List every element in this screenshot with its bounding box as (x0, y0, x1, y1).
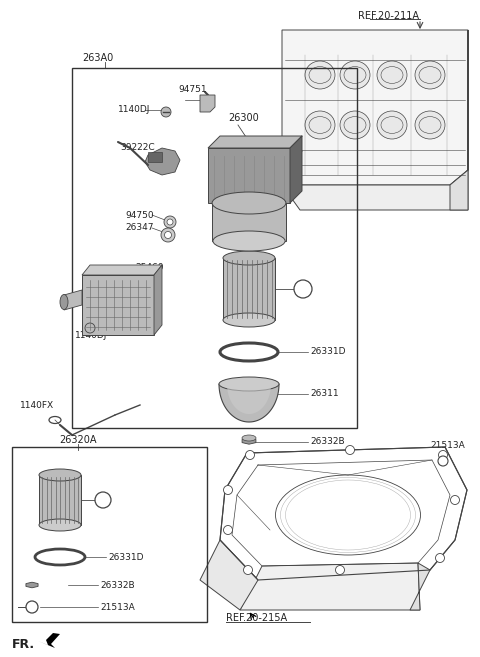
Circle shape (85, 323, 95, 333)
Circle shape (294, 280, 312, 298)
Ellipse shape (35, 549, 85, 565)
Ellipse shape (305, 111, 335, 139)
Polygon shape (145, 148, 180, 175)
Bar (223, 258, 275, 320)
Polygon shape (82, 265, 162, 275)
Circle shape (439, 451, 447, 459)
Circle shape (224, 526, 232, 535)
Polygon shape (227, 384, 271, 414)
Text: 1140DJ: 1140DJ (118, 106, 150, 114)
Ellipse shape (42, 553, 78, 562)
Bar (208, 148, 290, 203)
Ellipse shape (39, 519, 81, 531)
Text: 1: 1 (300, 284, 306, 294)
Bar (82, 275, 154, 335)
Ellipse shape (340, 111, 370, 139)
Polygon shape (200, 95, 215, 112)
Circle shape (243, 566, 252, 574)
Ellipse shape (39, 469, 81, 481)
Polygon shape (282, 170, 468, 210)
Text: 94751: 94751 (178, 85, 206, 95)
Polygon shape (240, 563, 420, 610)
Ellipse shape (227, 347, 271, 357)
Circle shape (167, 219, 173, 225)
Polygon shape (220, 447, 467, 580)
Bar (148, 152, 162, 162)
Circle shape (224, 486, 232, 495)
Bar (12, 447, 207, 622)
Ellipse shape (242, 435, 256, 441)
Text: FR.: FR. (12, 639, 35, 652)
Circle shape (161, 228, 175, 242)
Text: 94750: 94750 (125, 210, 154, 219)
Circle shape (438, 456, 448, 466)
Text: 1: 1 (100, 495, 106, 505)
Ellipse shape (223, 313, 275, 327)
Polygon shape (450, 30, 468, 210)
Circle shape (336, 566, 345, 574)
Text: 26332B: 26332B (100, 581, 134, 589)
Ellipse shape (219, 377, 279, 391)
Polygon shape (219, 384, 279, 422)
Circle shape (95, 492, 111, 508)
Polygon shape (242, 438, 256, 444)
Bar (212, 203, 286, 241)
Polygon shape (26, 582, 38, 588)
Circle shape (346, 445, 355, 455)
Polygon shape (200, 540, 258, 610)
Text: 26311: 26311 (310, 390, 338, 399)
Text: REF.20-215A: REF.20-215A (226, 613, 287, 623)
Circle shape (165, 231, 171, 238)
Text: 21513A: 21513A (100, 602, 135, 612)
Bar (72, 68, 357, 428)
Ellipse shape (220, 343, 278, 361)
Ellipse shape (377, 61, 407, 89)
Polygon shape (410, 563, 430, 610)
Ellipse shape (377, 111, 407, 139)
Polygon shape (64, 290, 82, 310)
Text: 26347: 26347 (125, 223, 154, 233)
Ellipse shape (60, 294, 68, 309)
Text: 1140FX: 1140FX (20, 401, 54, 409)
Ellipse shape (340, 61, 370, 89)
Text: 26332B: 26332B (310, 438, 345, 447)
Ellipse shape (305, 61, 335, 89)
Text: 25460: 25460 (135, 263, 164, 273)
Text: 26320A: 26320A (59, 435, 97, 445)
Polygon shape (38, 633, 60, 648)
Circle shape (164, 216, 176, 228)
Text: 26331D: 26331D (310, 348, 346, 357)
Text: 26300: 26300 (228, 113, 259, 123)
Polygon shape (154, 265, 162, 335)
Text: 1140DJ: 1140DJ (75, 330, 108, 340)
Text: 21513A: 21513A (430, 442, 465, 451)
Ellipse shape (415, 61, 445, 89)
Polygon shape (282, 30, 468, 185)
Text: 39222C: 39222C (120, 143, 155, 152)
Polygon shape (290, 136, 302, 203)
Ellipse shape (415, 111, 445, 139)
Bar (39, 475, 81, 525)
Text: 26331D: 26331D (108, 553, 144, 562)
Circle shape (435, 553, 444, 562)
Ellipse shape (223, 251, 275, 265)
Text: 263A0: 263A0 (82, 53, 113, 63)
Text: REF.20-211A: REF.20-211A (358, 11, 419, 21)
Ellipse shape (213, 231, 285, 251)
Circle shape (451, 495, 459, 505)
Circle shape (161, 107, 171, 117)
Circle shape (245, 451, 254, 459)
Polygon shape (208, 136, 302, 148)
Ellipse shape (212, 192, 286, 214)
